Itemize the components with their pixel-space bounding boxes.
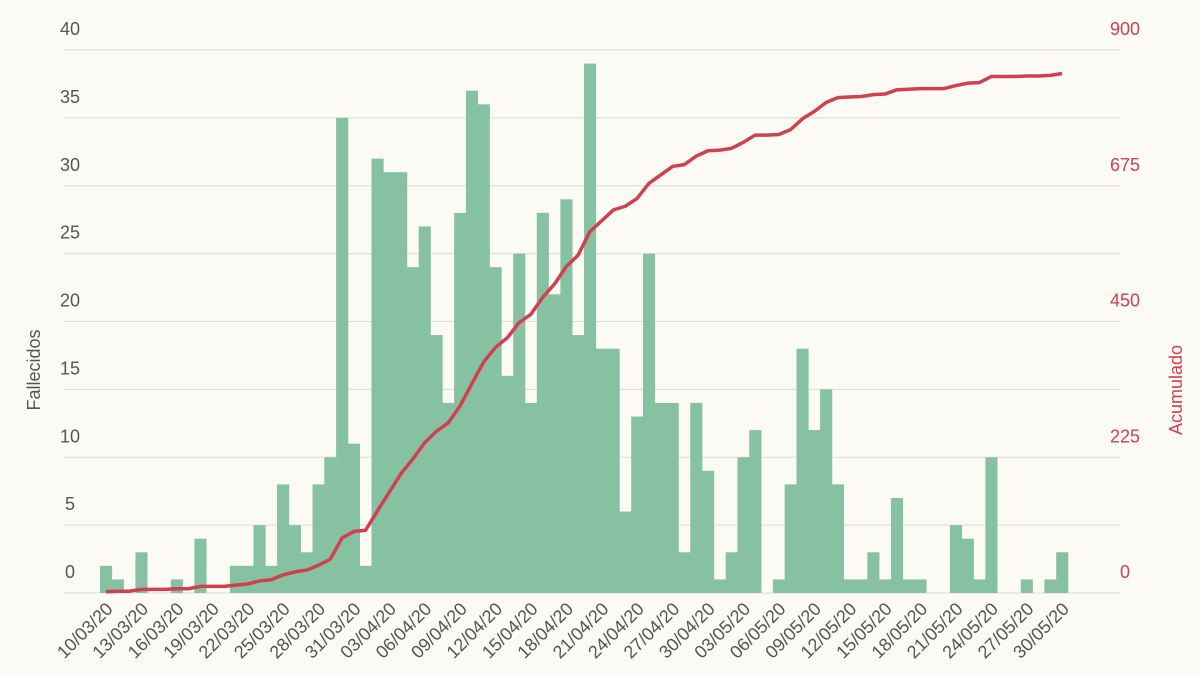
bar: [902, 579, 915, 593]
bar: [336, 117, 349, 593]
bar: [395, 172, 408, 594]
bar: [513, 253, 526, 593]
cumulative-line: [105, 71, 1063, 594]
bar: [465, 90, 479, 593]
y2-tick-label: 225: [1110, 426, 1140, 446]
bar: [371, 158, 384, 593]
bar: [654, 402, 667, 593]
bar: [702, 470, 715, 593]
bar: [477, 104, 490, 594]
bar: [831, 484, 845, 593]
bar: [253, 525, 266, 593]
bar: [737, 457, 750, 593]
bar: [973, 579, 986, 593]
bar: [489, 267, 502, 593]
bar: [666, 402, 679, 593]
y2-tick-label: 450: [1110, 291, 1140, 311]
bar: [418, 226, 431, 593]
bar: [725, 552, 738, 593]
bar: [914, 579, 927, 593]
y-tick-label: 10: [60, 426, 80, 446]
bar: [135, 552, 148, 593]
bar: [949, 525, 963, 593]
bar: [1020, 579, 1033, 593]
bar: [784, 484, 797, 593]
bar: [406, 267, 420, 593]
y-tick-label: 20: [60, 291, 80, 311]
bar: [383, 172, 396, 594]
bar: [796, 348, 809, 593]
y2-axis-title: Acumulado: [1166, 345, 1186, 435]
y-tick-label: 25: [60, 223, 80, 243]
y-tick-label: 5: [65, 494, 75, 514]
y2-tick-label: 900: [1110, 19, 1140, 39]
bar: [808, 430, 821, 593]
bar: [288, 525, 301, 593]
bar: [572, 335, 585, 593]
bar: [713, 579, 726, 593]
bar: [1056, 552, 1069, 593]
bar: [820, 389, 833, 593]
bar: [584, 63, 597, 593]
bar: [277, 484, 290, 593]
bar: [359, 565, 372, 593]
bar: [619, 511, 632, 593]
y-axis-title: Fallecidos: [24, 329, 44, 410]
bar: [879, 579, 892, 593]
bar: [560, 199, 573, 593]
y2-tick-label: 675: [1110, 155, 1140, 175]
bar: [607, 348, 620, 593]
bar: [690, 402, 703, 593]
y-tick-label: 15: [60, 358, 80, 378]
bar: [678, 552, 691, 593]
bar: [229, 565, 242, 593]
y2-tick-label: 0: [1120, 562, 1130, 582]
bar: [347, 443, 361, 593]
bar: [548, 294, 561, 593]
bar: [961, 538, 974, 593]
y-tick-label: 30: [60, 155, 80, 175]
bar: [843, 579, 856, 593]
bar: [890, 497, 904, 593]
bar: [536, 212, 549, 593]
bar: [855, 579, 868, 593]
y-tick-label: 35: [60, 87, 80, 107]
y-tick-label: 0: [65, 562, 75, 582]
bar: [985, 457, 998, 593]
bar: [501, 375, 514, 593]
bar: [595, 348, 608, 593]
bar: [100, 565, 113, 593]
bar: [194, 538, 207, 593]
bar: [300, 552, 313, 593]
bar: [312, 484, 325, 593]
bar: [324, 457, 337, 593]
bar: [442, 402, 455, 593]
bar: [241, 565, 254, 593]
bar: [867, 552, 880, 593]
bar: [430, 335, 443, 593]
bar: [1044, 579, 1057, 593]
bar: [524, 402, 538, 593]
bar: [772, 579, 785, 593]
bar: [170, 579, 183, 593]
bar: [631, 416, 644, 593]
bar: [749, 430, 762, 593]
y-tick-label: 40: [60, 19, 80, 39]
bar: [643, 253, 656, 593]
